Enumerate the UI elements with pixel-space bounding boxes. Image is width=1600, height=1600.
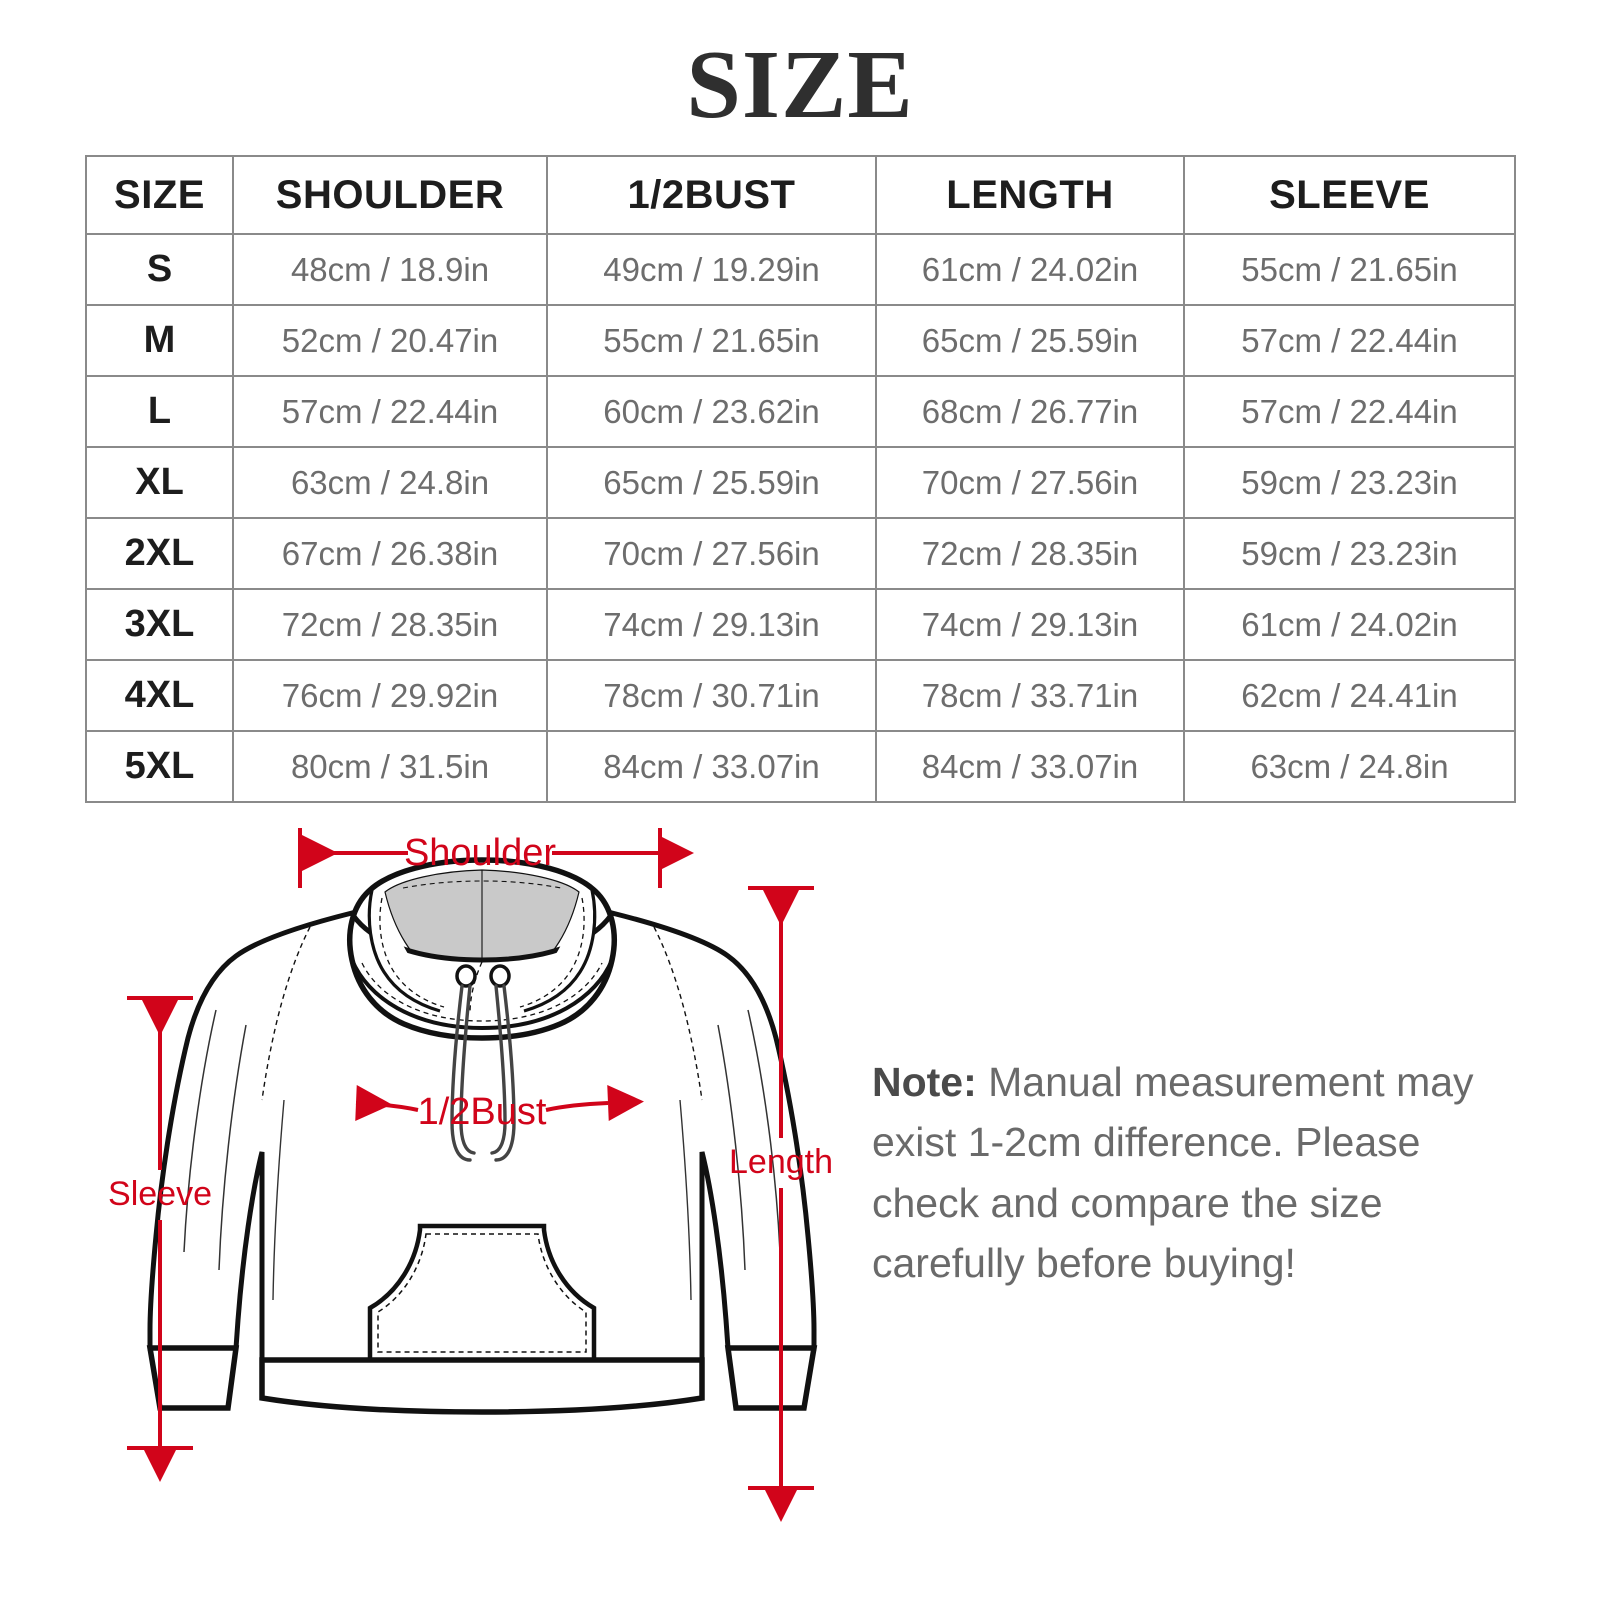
cell-length: 68cm / 26.77in bbox=[875, 375, 1185, 448]
cell-size: L bbox=[85, 375, 234, 448]
table-row: 2XL 67cm / 26.38in 70cm / 27.56in 72cm /… bbox=[85, 517, 1516, 590]
cell-shoulder: 76cm / 29.92in bbox=[232, 659, 548, 732]
cell-sleeve: 55cm / 21.65in bbox=[1183, 233, 1516, 306]
drawstring-right-inner bbox=[490, 984, 507, 1155]
cell-length: 78cm / 33.71in bbox=[875, 659, 1185, 732]
body-drape-right bbox=[679, 1099, 692, 1301]
sleeve-label: Sleeve bbox=[108, 1175, 212, 1213]
hood-fold-right-stitch bbox=[519, 897, 585, 1008]
bust-arrow-left bbox=[355, 1085, 419, 1121]
cell-size: S bbox=[85, 233, 234, 306]
cell-bust: 60cm / 23.62in bbox=[546, 375, 877, 448]
cell-size: 5XL bbox=[85, 730, 234, 803]
column-header-length: LENGTH bbox=[875, 155, 1185, 235]
measurement-sleeve: Sleeve bbox=[108, 996, 212, 1482]
cell-shoulder: 52cm / 20.47in bbox=[232, 304, 548, 377]
cell-length: 84cm / 33.07in bbox=[875, 730, 1185, 803]
column-header-shoulder: SHOULDER bbox=[232, 155, 548, 235]
table-row: 4XL 76cm / 29.92in 78cm / 30.71in 78cm /… bbox=[85, 659, 1516, 732]
grommet-right bbox=[489, 964, 511, 988]
measurement-shoulder: Shoulder bbox=[298, 828, 694, 888]
column-header-sleeve: SLEEVE bbox=[1183, 155, 1516, 235]
table-row: L 57cm / 22.44in 60cm / 23.62in 68cm / 2… bbox=[85, 375, 1516, 448]
shoulder-seam-right bbox=[653, 926, 703, 1101]
cell-sleeve: 57cm / 22.44in bbox=[1183, 304, 1516, 377]
cell-bust: 55cm / 21.65in bbox=[546, 304, 877, 377]
cell-size: XL bbox=[85, 446, 234, 519]
measurement-length: Length bbox=[729, 886, 833, 1522]
cell-shoulder: 63cm / 24.8in bbox=[232, 446, 548, 519]
length-label: Length bbox=[729, 1143, 833, 1181]
cell-length: 72cm / 28.35in bbox=[875, 517, 1185, 590]
hood-outer bbox=[347, 857, 617, 1041]
cuff-left bbox=[146, 1345, 240, 1411]
hood-fold-right bbox=[523, 889, 597, 1013]
table-row: S 48cm / 18.9in 49cm / 19.29in 61cm / 24… bbox=[85, 233, 1516, 306]
cell-bust: 49cm / 19.29in bbox=[546, 233, 877, 306]
cell-bust: 78cm / 30.71in bbox=[546, 659, 877, 732]
cell-size: 4XL bbox=[85, 659, 234, 732]
measurement-bust: 1/2Bust bbox=[355, 1085, 644, 1133]
note-text: Manual measurement may exist 1-2cm diffe… bbox=[872, 1059, 1474, 1286]
cell-length: 70cm / 27.56in bbox=[875, 446, 1185, 519]
cell-bust: 84cm / 33.07in bbox=[546, 730, 877, 803]
hood-neck-stitch bbox=[361, 962, 603, 1022]
hood-fold-left-stitch bbox=[379, 897, 445, 1008]
column-header-size: SIZE bbox=[85, 155, 234, 235]
cell-shoulder: 80cm / 31.5in bbox=[232, 730, 548, 803]
cell-bust: 74cm / 29.13in bbox=[546, 588, 877, 661]
sleeve-drape-right-1 bbox=[747, 1009, 781, 1253]
cell-sleeve: 59cm / 23.23in bbox=[1183, 517, 1516, 590]
drawstring-right bbox=[494, 984, 516, 1162]
measurement-note: Note: Manual measurement may exist 1-2cm… bbox=[872, 1052, 1492, 1293]
cell-bust: 70cm / 27.56in bbox=[546, 517, 877, 590]
bottom-hem bbox=[259, 1357, 705, 1415]
cell-length: 74cm / 29.13in bbox=[875, 588, 1185, 661]
cell-length: 61cm / 24.02in bbox=[875, 233, 1185, 306]
size-chart-table: SIZE SHOULDER 1/2BUST LENGTH SLEEVE S 48… bbox=[85, 155, 1516, 803]
hoodie-illustration bbox=[146, 857, 818, 1415]
table-row: 5XL 80cm / 31.5in 84cm / 33.07in 84cm / … bbox=[85, 730, 1516, 803]
hood-fold-left bbox=[367, 889, 441, 1013]
bust-arrow-right bbox=[545, 1085, 644, 1121]
sleeve-drape-left-2 bbox=[218, 1024, 247, 1271]
garment-diagram: Shoulder 1/2Bust Sleeve Length bbox=[0, 800, 1600, 1560]
size-table-container: SIZE SHOULDER 1/2BUST LENGTH SLEEVE S 48… bbox=[85, 155, 1516, 803]
center-placket bbox=[469, 961, 483, 1015]
cell-length: 65cm / 25.59in bbox=[875, 304, 1185, 377]
column-header-bust: 1/2BUST bbox=[546, 155, 877, 235]
cell-shoulder: 48cm / 18.9in bbox=[232, 233, 548, 306]
table-row: XL 63cm / 24.8in 65cm / 25.59in 70cm / 2… bbox=[85, 446, 1516, 519]
cell-size: 3XL bbox=[85, 588, 234, 661]
cell-sleeve: 63cm / 24.8in bbox=[1183, 730, 1516, 803]
cell-sleeve: 59cm / 23.23in bbox=[1183, 446, 1516, 519]
sleeve-drape-right-2 bbox=[717, 1024, 746, 1271]
note-label: Note: bbox=[872, 1059, 977, 1105]
table-row: M 52cm / 20.47in 55cm / 21.65in 65cm / 2… bbox=[85, 304, 1516, 377]
body-drape-left bbox=[272, 1099, 285, 1301]
cell-sleeve: 62cm / 24.41in bbox=[1183, 659, 1516, 732]
sleeve-drape-left-1 bbox=[183, 1009, 217, 1253]
hood-neck-opening bbox=[350, 959, 614, 1031]
table-row: 3XL 72cm / 28.35in 74cm / 29.13in 74cm /… bbox=[85, 588, 1516, 661]
cuff-right bbox=[724, 1345, 818, 1411]
drawstring-left bbox=[450, 984, 472, 1162]
cell-size: 2XL bbox=[85, 517, 234, 590]
hood-interior-top-stitch bbox=[402, 880, 562, 889]
kangaroo-pocket-stitch bbox=[377, 1233, 587, 1353]
page-title: SIZE bbox=[686, 31, 914, 139]
cell-shoulder: 57cm / 22.44in bbox=[232, 375, 548, 448]
drawstring-left-inner bbox=[459, 984, 476, 1155]
shoulder-seam-left bbox=[261, 926, 311, 1101]
cell-sleeve: 61cm / 24.02in bbox=[1183, 588, 1516, 661]
shoulder-label: Shoulder bbox=[404, 832, 556, 874]
cell-size: M bbox=[85, 304, 234, 377]
bust-label: 1/2Bust bbox=[418, 1091, 547, 1133]
cell-shoulder: 67cm / 26.38in bbox=[232, 517, 548, 590]
cell-sleeve: 57cm / 22.44in bbox=[1183, 375, 1516, 448]
table-header-row: SIZE SHOULDER 1/2BUST LENGTH SLEEVE bbox=[85, 155, 1516, 235]
cell-bust: 65cm / 25.59in bbox=[546, 446, 877, 519]
cell-shoulder: 72cm / 28.35in bbox=[232, 588, 548, 661]
grommet-left bbox=[455, 964, 477, 988]
